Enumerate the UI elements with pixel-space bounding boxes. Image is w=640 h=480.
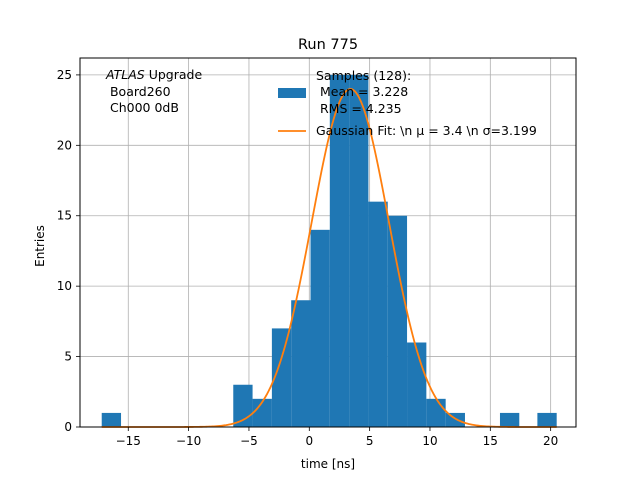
legend-histogram-label-3: RMS = 4.235 (316, 101, 402, 116)
x-tick-label-4: 5 (366, 434, 374, 448)
y-tick-label-1: 5 (64, 350, 72, 364)
histogram-bar-9 (387, 215, 408, 427)
histogram-bar-14 (537, 412, 557, 427)
legend: Samples (128): Mean = 3.228 RMS = 4.235 … (278, 68, 537, 138)
x-axis-label: time [ns] (301, 457, 355, 471)
histogram-bar-3 (271, 328, 292, 427)
annotation-atlas: ATLAS (105, 67, 145, 82)
annotation-line-3: Ch000 0dB (106, 100, 179, 115)
x-tick-label-3: 0 (305, 434, 313, 448)
x-tick-label-2: −5 (240, 434, 258, 448)
x-tick-label-6: 15 (483, 434, 498, 448)
y-tick-label-2: 10 (57, 279, 72, 293)
y-axis: 0 5 10 15 20 25 (57, 68, 80, 434)
histogram-bar-5 (310, 229, 330, 427)
y-tick-label-0: 0 (64, 420, 72, 434)
y-tick-label-5: 25 (57, 68, 72, 82)
chart-title: Run 775 (298, 37, 358, 53)
x-tick-label-1: −10 (176, 434, 201, 448)
histogram-bar-0 (101, 412, 122, 427)
atlas-annotation: ATLAS Upgrade Board260 Ch000 0dB (105, 67, 202, 115)
histogram-bar-6 (329, 74, 350, 428)
histogram-bars (101, 74, 557, 428)
legend-histogram-swatch (278, 88, 306, 98)
histogram-bar-10 (407, 342, 427, 427)
histogram-bar-12 (445, 412, 465, 427)
histogram-bar-7 (349, 74, 369, 428)
histogram-bar-11 (426, 398, 446, 427)
y-tick-label-3: 15 (57, 209, 72, 223)
histogram-bar-4 (291, 300, 311, 427)
annotation-line-1: ATLAS Upgrade (105, 67, 202, 82)
x-tick-label-0: −15 (116, 434, 141, 448)
annotation-upgrade: Upgrade (145, 67, 203, 82)
histogram-bar-8 (368, 201, 388, 427)
legend-fit-label: Gaussian Fit: \n μ = 3.4 \n σ=3.199 (316, 123, 537, 138)
y-axis-label: Entries (33, 225, 47, 267)
x-axis: −15 −10 −5 0 5 10 15 20 (116, 427, 558, 448)
plot-frame (79, 57, 577, 428)
legend-histogram-label-1: Samples (128): (316, 68, 411, 83)
histogram-bar-2 (252, 398, 272, 427)
histogram-bar-13 (499, 412, 520, 427)
annotation-line-2: Board260 (106, 84, 171, 99)
y-tick-label-4: 20 (57, 138, 72, 152)
legend-histogram-label-2: Mean = 3.228 (316, 84, 408, 99)
x-tick-label-5: 10 (422, 434, 437, 448)
x-tick-label-7: 20 (543, 434, 558, 448)
